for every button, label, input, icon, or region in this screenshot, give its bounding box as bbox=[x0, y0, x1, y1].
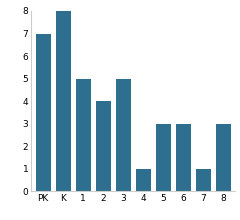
Bar bbox=[96, 101, 111, 191]
Bar bbox=[136, 169, 151, 191]
Bar bbox=[76, 79, 91, 191]
Bar bbox=[196, 169, 211, 191]
Bar bbox=[156, 124, 171, 191]
Bar bbox=[116, 79, 131, 191]
Bar bbox=[216, 124, 231, 191]
Bar bbox=[36, 33, 51, 191]
Bar bbox=[176, 124, 191, 191]
Bar bbox=[56, 11, 71, 191]
